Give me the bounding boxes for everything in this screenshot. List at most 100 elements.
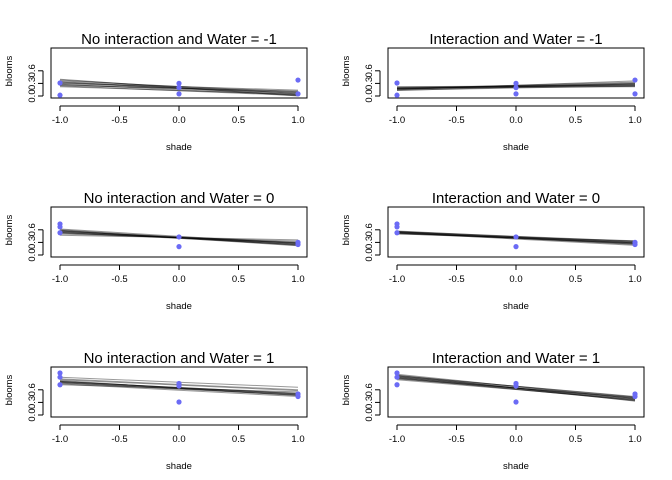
data-point (176, 91, 182, 97)
y-tick-label: 0.3 (27, 77, 38, 90)
data-point (295, 77, 301, 83)
data-point (57, 374, 63, 380)
x-tick-label: 0.0 (172, 274, 185, 285)
x-tick-label: -0.5 (448, 434, 464, 445)
x-axis-label: shade (166, 461, 192, 472)
x-tick-label: -0.5 (111, 274, 127, 285)
panel-5: No interaction and Water = 1-1.0 -0.5 0.0 0… (4, 350, 308, 472)
data-point (632, 91, 638, 97)
x-tick-label: 1.0 (628, 115, 641, 126)
data-point (394, 224, 400, 230)
data-point (176, 383, 182, 389)
x-tick-label: 0.0 (509, 434, 522, 445)
x-tick-label: 0.5 (569, 434, 582, 445)
prediction-line (396, 377, 636, 401)
y-tick-label: 0.3 (364, 77, 375, 90)
plot-frame (387, 47, 645, 99)
plot-frame (50, 47, 308, 99)
data-point (513, 234, 519, 240)
y-tick-label: 0.6 (27, 223, 38, 236)
data-point (632, 241, 638, 248)
data-point (295, 391, 301, 397)
prediction-line (396, 379, 636, 400)
x-tick-label: -1.0 (389, 115, 405, 126)
data-point (513, 80, 519, 86)
x-tick-label: 0.5 (232, 274, 245, 285)
chart-title: Interaction and Water = 1 (432, 350, 600, 367)
x-tick-label: 1.0 (291, 274, 304, 285)
data-point (394, 230, 400, 236)
data-point (295, 241, 301, 248)
x-tick-label: 0.5 (232, 434, 245, 445)
data-point (176, 80, 182, 86)
x-tick-label: -0.5 (111, 115, 127, 126)
panel-6: Interaction and Water = 1 -1.0 -0.5 0.0 0.5 1… (341, 350, 645, 472)
data-point (394, 80, 400, 86)
data-point (57, 382, 63, 388)
x-tick-label: 1.0 (628, 434, 641, 445)
x-axis-label: shade (166, 301, 192, 312)
x-axis-label: shade (503, 142, 529, 153)
y-tick-label: 0.0 (364, 89, 375, 102)
data-point (513, 383, 519, 389)
prediction-line (396, 377, 636, 402)
data-point (176, 85, 182, 91)
x-axis-label: shade (166, 142, 192, 153)
y-tick-label: 0.6 (27, 64, 38, 77)
data-point (57, 224, 63, 230)
x-tick-label: 0.0 (509, 274, 522, 285)
plot-frame (387, 206, 645, 258)
x-tick-label: -0.5 (111, 434, 127, 445)
data-point (176, 234, 182, 240)
panel-2: Interaction and Water = -1 -1.0 -0.5 0.0 0.5… (341, 31, 645, 153)
panel-4: Interaction and Water = 0 -1.0 -0.5 0.0 0.5 1… (341, 190, 645, 312)
x-tick-label: 0.5 (569, 274, 582, 285)
data-point (513, 244, 519, 250)
y-tick-label: 0.0 (364, 248, 375, 261)
chart-title: Interaction and Water = 0 (432, 190, 600, 207)
data-point (513, 91, 519, 97)
y-tick-label: 0.0 (364, 408, 375, 421)
y-tick-label: 0.3 (27, 396, 38, 409)
x-tick-label: -0.5 (448, 115, 464, 126)
data-point (57, 80, 63, 86)
x-tick-label: 1.0 (291, 115, 304, 126)
plot-frame (50, 366, 308, 418)
data-point (632, 391, 638, 397)
x-tick-label: -1.0 (52, 434, 68, 445)
data-point (176, 399, 182, 405)
y-tick-label: 0.6 (27, 383, 38, 396)
y-tick-label: 0.3 (27, 236, 38, 249)
data-point (394, 370, 400, 376)
x-tick-label: -1.0 (389, 434, 405, 445)
prediction-line (59, 382, 299, 396)
chart-title: No interaction and Water = 0 (84, 190, 275, 207)
data-point (57, 92, 63, 98)
y-axis-label: blooms (341, 55, 352, 86)
data-point (295, 91, 301, 97)
prediction-line (59, 382, 299, 396)
prediction-line (59, 85, 299, 97)
y-axis-label: blooms (341, 214, 352, 245)
y-tick-label: 0.0 (27, 89, 38, 102)
plot-frame (50, 206, 308, 258)
x-tick-label: 0.0 (172, 115, 185, 126)
data-point (57, 230, 63, 236)
y-tick-label: 0.3 (364, 236, 375, 249)
data-point (513, 85, 519, 91)
data-point (176, 244, 182, 250)
plot-frame (387, 366, 645, 418)
data-point (57, 370, 63, 376)
x-tick-label: -1.0 (52, 115, 68, 126)
x-tick-label: -1.0 (389, 274, 405, 285)
x-tick-label: 0.0 (509, 115, 522, 126)
y-axis-label: blooms (341, 374, 352, 405)
panel-1: No interaction and Water = -1 -1.0 -0.5 0.0… (4, 31, 308, 153)
data-point (513, 399, 519, 405)
x-tick-label: 0.0 (172, 434, 185, 445)
y-tick-label: 0.6 (364, 64, 375, 77)
y-axis-label: blooms (4, 374, 15, 405)
y-axis-label: blooms (4, 55, 15, 86)
y-tick-label: 0.0 (27, 408, 38, 421)
